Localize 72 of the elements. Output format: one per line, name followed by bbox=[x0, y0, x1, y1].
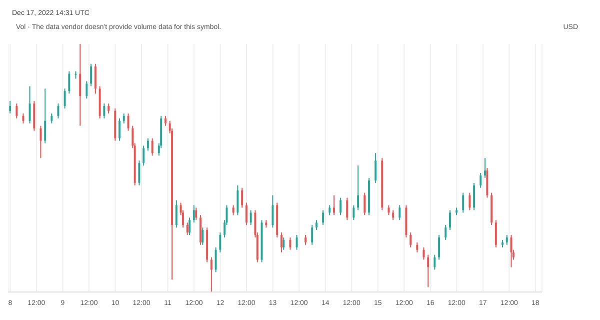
candlestick bbox=[444, 224, 447, 240]
candlestick bbox=[282, 236, 285, 250]
candlestick bbox=[175, 200, 178, 228]
candlestick bbox=[28, 86, 31, 124]
candlestick bbox=[448, 210, 451, 230]
candlestick bbox=[186, 222, 188, 236]
candlestick bbox=[164, 115, 166, 126]
candlestick bbox=[374, 152, 377, 184]
candlestick bbox=[484, 158, 486, 178]
candlestick bbox=[352, 204, 355, 221]
candlestick bbox=[138, 160, 140, 186]
candlestick bbox=[146, 138, 149, 152]
candlestick bbox=[245, 202, 248, 226]
candlestick bbox=[311, 224, 314, 246]
candlestick bbox=[188, 217, 191, 236]
candlestick bbox=[219, 232, 222, 253]
candlestick bbox=[103, 103, 106, 119]
candlestick bbox=[422, 246, 425, 260]
candlestick bbox=[468, 192, 471, 211]
candlestick bbox=[506, 234, 508, 246]
candlestick bbox=[202, 227, 204, 246]
candlestick bbox=[494, 220, 497, 248]
candlestick bbox=[434, 254, 436, 270]
candlestick bbox=[364, 192, 366, 216]
candlestick bbox=[462, 192, 464, 214]
candlestick bbox=[118, 118, 120, 142]
candlestick bbox=[438, 234, 440, 260]
candlestick bbox=[210, 256, 212, 292]
candlestick bbox=[40, 125, 42, 159]
candlestick bbox=[232, 204, 234, 216]
candlestick bbox=[79, 44, 82, 126]
candlestick bbox=[214, 246, 217, 273]
candlestick bbox=[304, 234, 307, 246]
candlestick bbox=[346, 197, 348, 221]
candlestick bbox=[151, 138, 154, 156]
candlestick bbox=[410, 232, 412, 248]
candlestick bbox=[50, 112, 53, 124]
candlestick bbox=[94, 63, 96, 94]
candlestick bbox=[328, 204, 331, 216]
candlestick bbox=[473, 182, 476, 211]
candlestick bbox=[90, 63, 92, 87]
candlestick bbox=[195, 207, 198, 221]
candlestick bbox=[398, 204, 401, 221]
candlestick bbox=[272, 194, 274, 228]
candlestick bbox=[192, 204, 195, 224]
candlestick bbox=[388, 204, 390, 216]
candlestick bbox=[241, 187, 244, 208]
candlestick bbox=[57, 103, 60, 119]
candlestick bbox=[289, 236, 292, 250]
candlestick bbox=[44, 88, 46, 144]
candlestick bbox=[296, 234, 298, 250]
candlestick bbox=[416, 242, 418, 253]
candlestick bbox=[315, 220, 318, 230]
candlestick bbox=[340, 197, 342, 216]
candlestick bbox=[480, 172, 482, 188]
candlestick bbox=[280, 232, 282, 253]
candlestick bbox=[22, 112, 24, 124]
candlestick bbox=[427, 254, 430, 288]
candlestick bbox=[357, 165, 360, 211]
candlestick bbox=[16, 103, 18, 119]
candlestick bbox=[322, 210, 324, 226]
candlestick bbox=[122, 112, 125, 124]
candlestick bbox=[86, 80, 88, 100]
candlestick bbox=[9, 100, 12, 114]
candlestick bbox=[392, 210, 394, 221]
candlestick bbox=[68, 70, 70, 94]
candlestick bbox=[142, 145, 145, 166]
candlestick bbox=[236, 184, 239, 216]
candlestick bbox=[64, 88, 66, 109]
candlestick bbox=[108, 103, 110, 114]
candlestick bbox=[250, 210, 252, 226]
candlestick bbox=[332, 194, 335, 216]
